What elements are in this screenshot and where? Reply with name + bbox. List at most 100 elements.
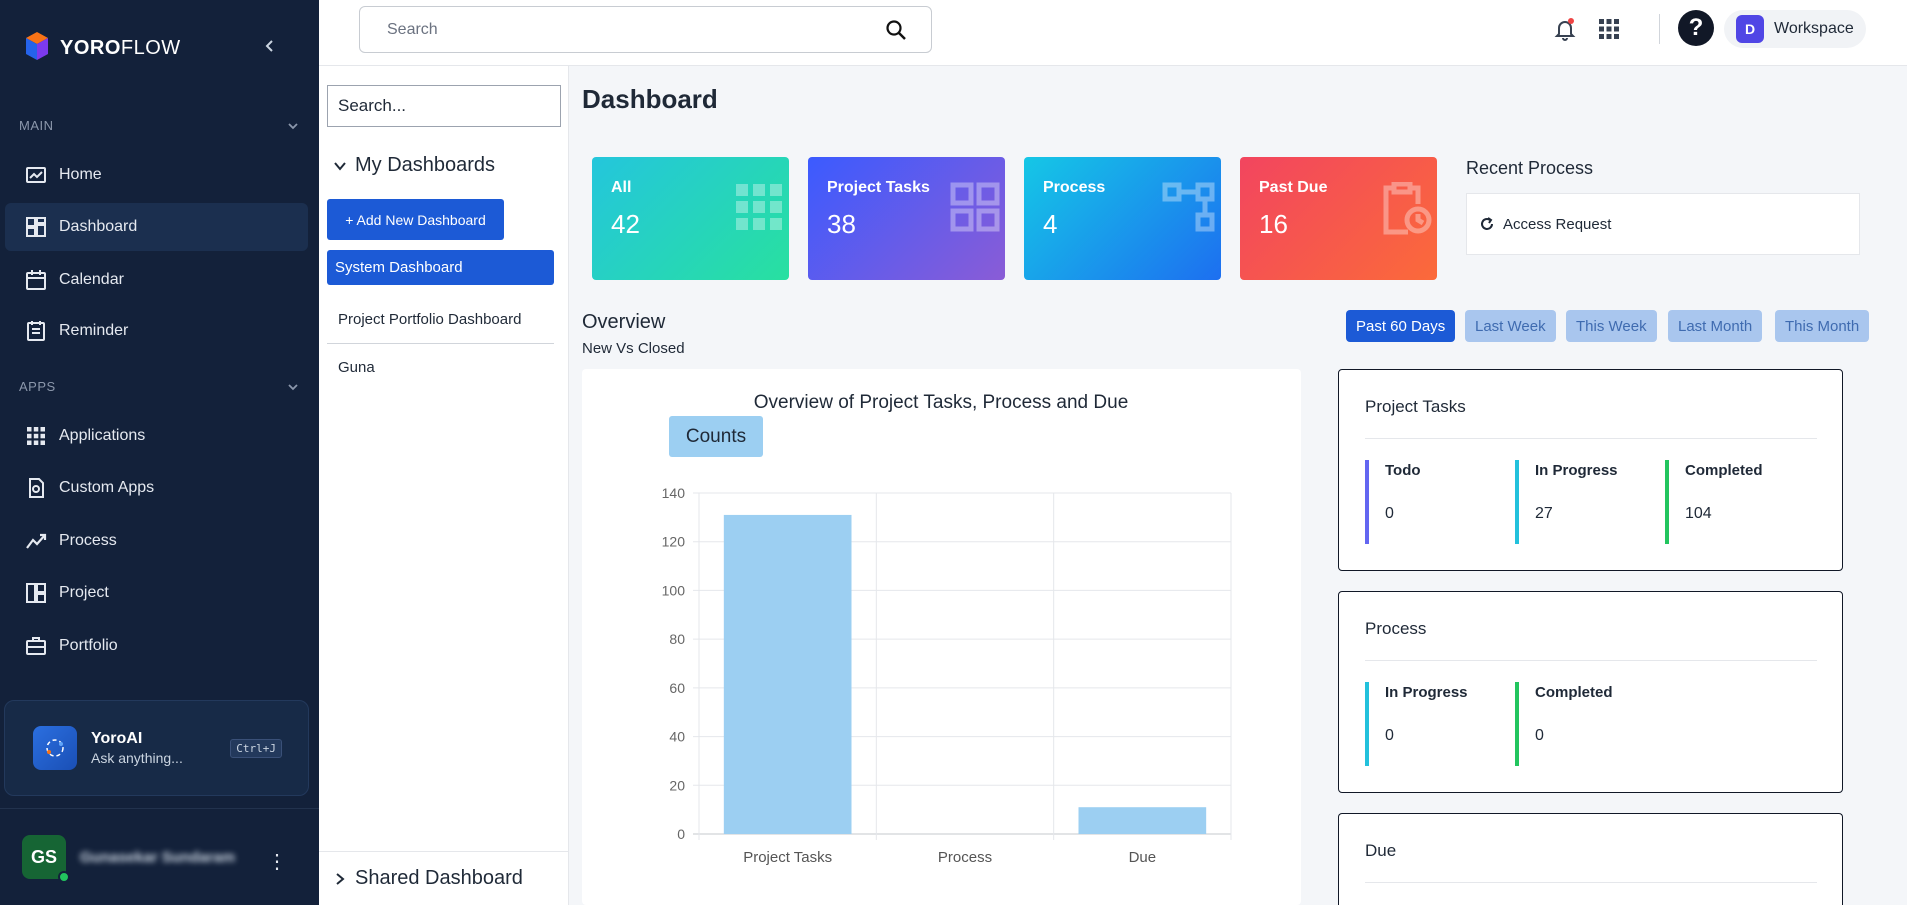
chart-title: Overview of Project Tasks, Process and D… bbox=[754, 392, 1129, 413]
y-tick-label: 60 bbox=[669, 680, 685, 696]
y-axis: 0 20 40 60 80 100 120 140 bbox=[662, 485, 686, 842]
y-tick-label: 20 bbox=[669, 777, 685, 793]
avatar-initials: GS bbox=[30, 846, 57, 867]
recent-process-label: Access Request bbox=[1503, 215, 1612, 233]
overview-chart-card: Overview of Project Tasks, Process and D… bbox=[582, 369, 1301, 905]
bar-due[interactable] bbox=[1078, 807, 1207, 834]
chevron-right-icon bbox=[336, 872, 345, 885]
chart-bars bbox=[723, 514, 1207, 834]
nav-applications-label: Applications bbox=[59, 427, 146, 444]
summary-card-project-tasks: Project Tasks Todo 0 In Progress 27 Comp… bbox=[1338, 369, 1843, 571]
metric-in-progress: In Progress 0 bbox=[1365, 682, 1505, 766]
stat-card-past-due[interactable]: Past Due 16 bbox=[1240, 157, 1437, 280]
custom-apps-icon bbox=[29, 478, 44, 498]
metric-label: In Progress bbox=[1385, 684, 1468, 701]
recent-process-item[interactable]: Access Request bbox=[1466, 193, 1860, 255]
header-divider bbox=[1659, 14, 1660, 44]
home-icon bbox=[26, 167, 46, 183]
nav-process[interactable]: Process bbox=[5, 517, 308, 565]
section-apps[interactable]: APPS bbox=[19, 379, 299, 394]
filter-this-week[interactable]: This Week bbox=[1566, 310, 1657, 342]
nav-reminder-label: Reminder bbox=[59, 322, 129, 339]
nav-portfolio[interactable]: Portfolio bbox=[5, 622, 308, 670]
logo[interactable]: YOROFLOW bbox=[22, 30, 181, 67]
summary-title: Due bbox=[1365, 841, 1397, 860]
global-search[interactable] bbox=[359, 6, 932, 53]
global-search-input[interactable] bbox=[387, 20, 885, 39]
top-header: ? D Workspace bbox=[319, 0, 1907, 66]
y-tick-label: 80 bbox=[669, 631, 685, 647]
stat-card-project-tasks[interactable]: Project Tasks 38 bbox=[808, 157, 1005, 280]
sidebar: YOROFLOW MAIN Home Dashboard Calendar Re… bbox=[0, 0, 319, 905]
nav-custom-apps[interactable]: Custom Apps bbox=[5, 464, 308, 512]
nav-reminder[interactable]: Reminder bbox=[5, 307, 308, 355]
divider bbox=[1365, 660, 1817, 661]
chart-legend[interactable]: Counts bbox=[669, 416, 763, 457]
dashboard-item-system[interactable]: System Dashboard bbox=[327, 250, 554, 285]
dashboard-search-input[interactable] bbox=[338, 96, 559, 116]
workspace-switcher[interactable]: D Workspace bbox=[1724, 10, 1866, 48]
yoroai-shortcut: Ctrl+J bbox=[230, 739, 282, 758]
stat-card-process[interactable]: Process 4 bbox=[1024, 157, 1221, 280]
dashboard-item-project-portfolio[interactable]: Project Portfolio Dashboard bbox=[338, 311, 522, 328]
stat-card-all[interactable]: All 42 bbox=[592, 157, 789, 280]
summary-card-due: Due bbox=[1338, 813, 1843, 905]
notifications-bell-icon[interactable] bbox=[1550, 14, 1580, 44]
filter-this-month[interactable]: This Month bbox=[1775, 310, 1870, 342]
nav-calendar[interactable]: Calendar bbox=[5, 256, 308, 304]
stat-label: Project Tasks bbox=[827, 179, 930, 196]
more-options-icon[interactable]: ⋮ bbox=[267, 851, 287, 873]
nav-project[interactable]: Project bbox=[5, 569, 308, 617]
calendar-icon bbox=[26, 270, 46, 290]
nav-dashboard[interactable]: Dashboard bbox=[5, 203, 308, 251]
nav-project-label: Project bbox=[59, 584, 109, 601]
yoroai-panel[interactable]: YoroAI Ask anything... Ctrl+J bbox=[4, 700, 309, 796]
section-main[interactable]: MAIN bbox=[19, 118, 299, 133]
nav-applications[interactable]: Applications bbox=[5, 412, 308, 460]
my-dashboards-toggle[interactable]: My Dashboards bbox=[333, 154, 495, 177]
legend-swatch bbox=[669, 416, 763, 457]
collapse-sidebar-icon[interactable] bbox=[258, 34, 282, 58]
chevron-down-icon bbox=[288, 383, 298, 390]
app-launcher-icon[interactable] bbox=[1594, 14, 1624, 44]
filter-last-month[interactable]: Last Month bbox=[1668, 310, 1763, 342]
my-dashboards-label: My Dashboards bbox=[355, 154, 496, 176]
page-title: Dashboard bbox=[582, 84, 718, 114]
reminder-icon bbox=[27, 321, 45, 341]
yoroai-title: YoroAI bbox=[91, 730, 143, 747]
search-icon[interactable] bbox=[885, 19, 907, 41]
dashboard-item-guna[interactable]: Guna bbox=[338, 359, 375, 376]
filter-last-week[interactable]: Last Week bbox=[1465, 310, 1556, 342]
overview-bar-chart: Overview of Project Tasks, Process and D… bbox=[662, 392, 1232, 866]
nav-process-label: Process bbox=[59, 532, 117, 549]
overview-title: Overview bbox=[582, 311, 666, 333]
dashboard-search[interactable] bbox=[327, 85, 561, 127]
yoroai-icon bbox=[33, 726, 77, 770]
filter-past-60-days[interactable]: Past 60 Days bbox=[1346, 310, 1456, 342]
help-icon[interactable]: ? bbox=[1678, 10, 1714, 46]
stat-label: Past Due bbox=[1259, 179, 1328, 196]
bar-project-tasks[interactable] bbox=[723, 514, 852, 834]
stat-value: 38 bbox=[827, 209, 856, 239]
user-profile[interactable]: GS Gunasekar Sundaram ⋮ bbox=[0, 808, 319, 905]
metric-label: Todo bbox=[1385, 462, 1421, 479]
briefcase-icon bbox=[26, 637, 46, 655]
user-name: Gunasekar Sundaram bbox=[80, 848, 236, 866]
nav-calendar-label: Calendar bbox=[59, 271, 124, 288]
divider bbox=[1365, 882, 1817, 883]
add-new-dashboard-button[interactable]: + Add New Dashboard bbox=[327, 199, 504, 240]
chevron-down-icon bbox=[288, 122, 298, 129]
grid-icon bbox=[736, 184, 782, 230]
logo-icon bbox=[22, 30, 52, 67]
flow-icon bbox=[1162, 182, 1215, 232]
metric-label: Completed bbox=[1685, 462, 1763, 479]
legend-label: Counts bbox=[686, 426, 746, 447]
project-icon bbox=[26, 583, 46, 603]
avatar[interactable]: GS bbox=[22, 835, 70, 883]
dashboard-icon bbox=[26, 217, 46, 237]
shared-dashboard-toggle[interactable]: Shared Dashboard bbox=[319, 851, 568, 905]
section-apps-label: APPS bbox=[19, 379, 56, 394]
nav-home[interactable]: Home bbox=[5, 151, 308, 199]
x-tick-label: Project Tasks bbox=[743, 849, 832, 866]
process-trend-icon bbox=[26, 533, 47, 549]
